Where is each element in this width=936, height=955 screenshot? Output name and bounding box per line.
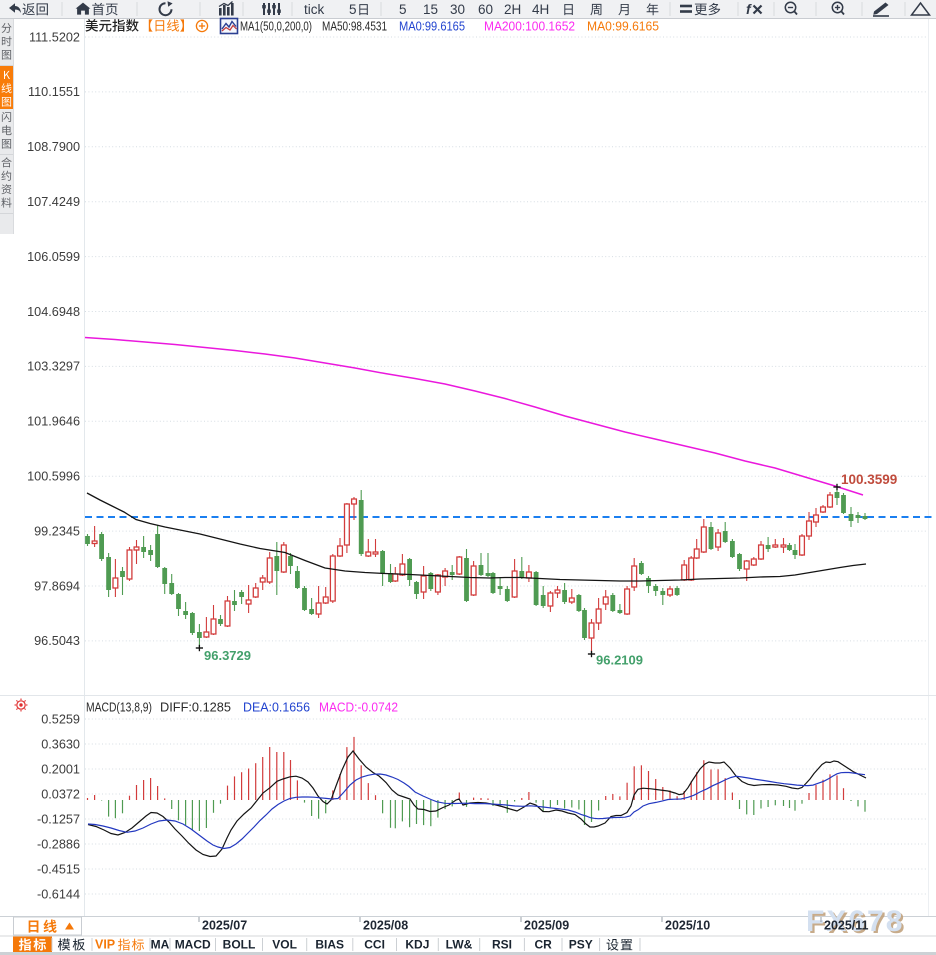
svg-text:MACD(13,8,9): MACD(13,8,9) — [86, 701, 152, 715]
svg-text:FX678: FX678 — [808, 907, 906, 940]
svg-text:104.6948: 104.6948 — [27, 305, 80, 319]
svg-text:0.5259: 0.5259 — [41, 712, 80, 726]
svg-text:101.9646: 101.9646 — [27, 415, 80, 429]
svg-text:RSI: RSI — [492, 938, 512, 952]
svg-text:MA: MA — [151, 938, 170, 952]
svg-text:VIP: VIP — [95, 938, 115, 952]
svg-text:BOLL: BOLL — [223, 938, 256, 952]
svg-text:VOL: VOL — [272, 938, 297, 952]
svg-text:2025/08: 2025/08 — [363, 919, 408, 933]
svg-text:tick: tick — [304, 2, 325, 17]
svg-text:2025/11: 2025/11 — [824, 919, 869, 933]
svg-text:96.2109: 96.2109 — [596, 653, 643, 668]
svg-text:-0.1257: -0.1257 — [37, 812, 80, 826]
svg-text:0.2001: 0.2001 — [41, 762, 80, 776]
svg-text:2H: 2H — [504, 2, 521, 17]
svg-text:4H: 4H — [532, 2, 549, 17]
svg-text:5: 5 — [399, 2, 407, 17]
svg-text:2025/09: 2025/09 — [524, 919, 569, 933]
svg-text:BIAS: BIAS — [315, 938, 344, 952]
svg-text:111.5202: 111.5202 — [29, 30, 80, 44]
svg-text:15: 15 — [423, 2, 438, 17]
svg-text:103.3297: 103.3297 — [27, 360, 80, 374]
svg-text:-0.2886: -0.2886 — [37, 837, 80, 851]
svg-text:LW&: LW& — [446, 938, 473, 952]
svg-text:CCI: CCI — [364, 938, 385, 952]
svg-text:2025/07: 2025/07 — [202, 919, 247, 933]
svg-text:106.0599: 106.0599 — [27, 250, 80, 264]
svg-text:97.8694: 97.8694 — [34, 579, 80, 593]
svg-text:PSY: PSY — [569, 938, 593, 952]
svg-text:108.7900: 108.7900 — [27, 140, 80, 154]
svg-text:-0.6144: -0.6144 — [37, 887, 80, 901]
svg-text:FX678: FX678 — [806, 905, 904, 938]
svg-text:99.2345: 99.2345 — [34, 524, 80, 538]
svg-text:110.1551: 110.1551 — [28, 85, 80, 99]
svg-text:DEA:0.1656: DEA:0.1656 — [243, 701, 310, 715]
svg-text:5: 5 — [349, 2, 357, 17]
svg-text:100.3599: 100.3599 — [841, 472, 897, 487]
svg-text:MA200:100.1652: MA200:100.1652 — [484, 19, 575, 33]
svg-text:96.3729: 96.3729 — [204, 648, 251, 663]
svg-text:DIFF:0.1285: DIFF:0.1285 — [160, 701, 231, 715]
svg-text:96.5043: 96.5043 — [34, 634, 80, 648]
svg-text:-0.4515: -0.4515 — [37, 862, 80, 876]
svg-text:MACD:-0.0742: MACD:-0.0742 — [319, 701, 398, 715]
svg-text:MACD: MACD — [175, 938, 211, 952]
svg-text:0.3630: 0.3630 — [41, 737, 80, 751]
svg-text:2025/10: 2025/10 — [665, 919, 710, 933]
svg-text:MA50:98.4531: MA50:98.4531 — [322, 19, 387, 33]
svg-text:107.4249: 107.4249 — [27, 195, 80, 209]
svg-text:30: 30 — [450, 2, 465, 17]
svg-text:MA0:99.6165: MA0:99.6165 — [587, 19, 659, 33]
svg-text:100.5996: 100.5996 — [27, 470, 80, 484]
svg-text:MA1(50,0,200,0): MA1(50,0,200,0) — [240, 19, 312, 33]
svg-text:60: 60 — [478, 2, 493, 17]
svg-text:CR: CR — [535, 938, 553, 952]
svg-text:MA0:99.6165: MA0:99.6165 — [399, 19, 465, 33]
svg-text:KDJ: KDJ — [405, 938, 429, 952]
svg-text:0.0372: 0.0372 — [41, 787, 80, 801]
svg-text:f: f — [746, 1, 752, 17]
